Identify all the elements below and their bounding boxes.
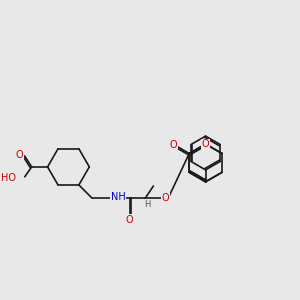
Text: O: O [170, 140, 178, 149]
Text: O: O [126, 215, 134, 225]
Text: O: O [202, 139, 209, 149]
Text: O: O [16, 150, 24, 160]
Text: H: H [144, 200, 151, 209]
Text: HO: HO [1, 173, 16, 183]
Text: O: O [161, 193, 169, 203]
Text: NH: NH [111, 192, 125, 202]
